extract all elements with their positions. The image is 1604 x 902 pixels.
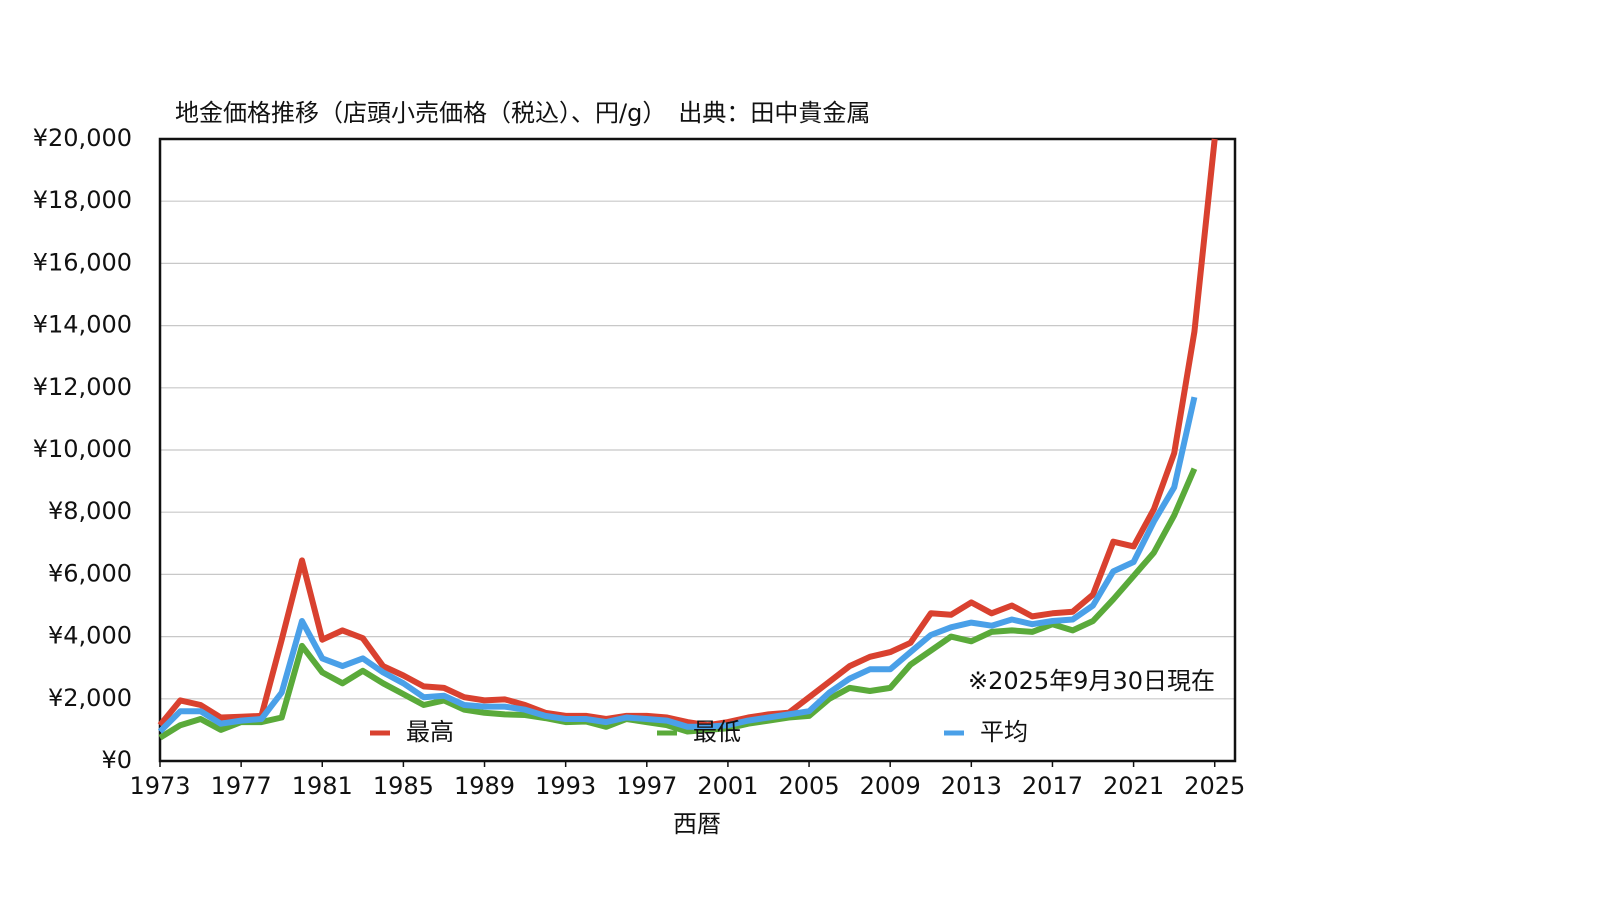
y-tick-label: ¥14,000 [33,311,132,339]
x-tick-label: 1985 [373,772,434,800]
y-tick-label: ¥4,000 [48,622,132,650]
plot-frame [158,137,1237,763]
data-line [158,467,1198,741]
x-tick-label: 1997 [616,772,677,800]
y-tick-label: ¥8,000 [48,497,132,525]
legend-label: 最低 [693,718,741,746]
legend-label: 平均 [980,718,1028,746]
y-tick-label: ¥16,000 [33,248,132,276]
legend-label: 最高 [406,718,454,746]
y-tick-label: ¥0 [101,746,132,774]
y-tick-label: ¥6,000 [48,559,132,587]
x-tick-label: 2017 [1022,772,1083,800]
chart-title: 地金価格推移（店頭小売価格（税込）、円/g） 出典：田中貴金属 [175,99,870,127]
x-axis-label: 西暦 [673,810,721,838]
x-tick-label: 1989 [454,772,515,800]
data-line [157,138,1218,729]
annotation: ※2025年9月30日現在 [968,667,1215,695]
x-tick-label: 1977 [211,772,272,800]
x-tick-label: 2021 [1103,772,1164,800]
x-tick-label: 2001 [697,772,758,800]
y-tick-label: ¥12,000 [33,373,132,401]
x-tick-label: 1993 [535,772,596,800]
x-tick-label: 2005 [779,772,840,800]
x-tick-label: 2013 [941,772,1002,800]
x-tick-label: 1973 [129,772,190,800]
data-line [157,396,1198,734]
y-tick-label: ¥2,000 [48,684,132,712]
x-tick-label: 2025 [1184,772,1245,800]
y-tick-label: ¥20,000 [33,124,132,152]
y-tick-label: ¥10,000 [33,435,132,463]
x-tick-label: 2009 [860,772,921,800]
x-tick-label: 1981 [292,772,353,800]
y-tick-label: ¥18,000 [33,186,132,214]
